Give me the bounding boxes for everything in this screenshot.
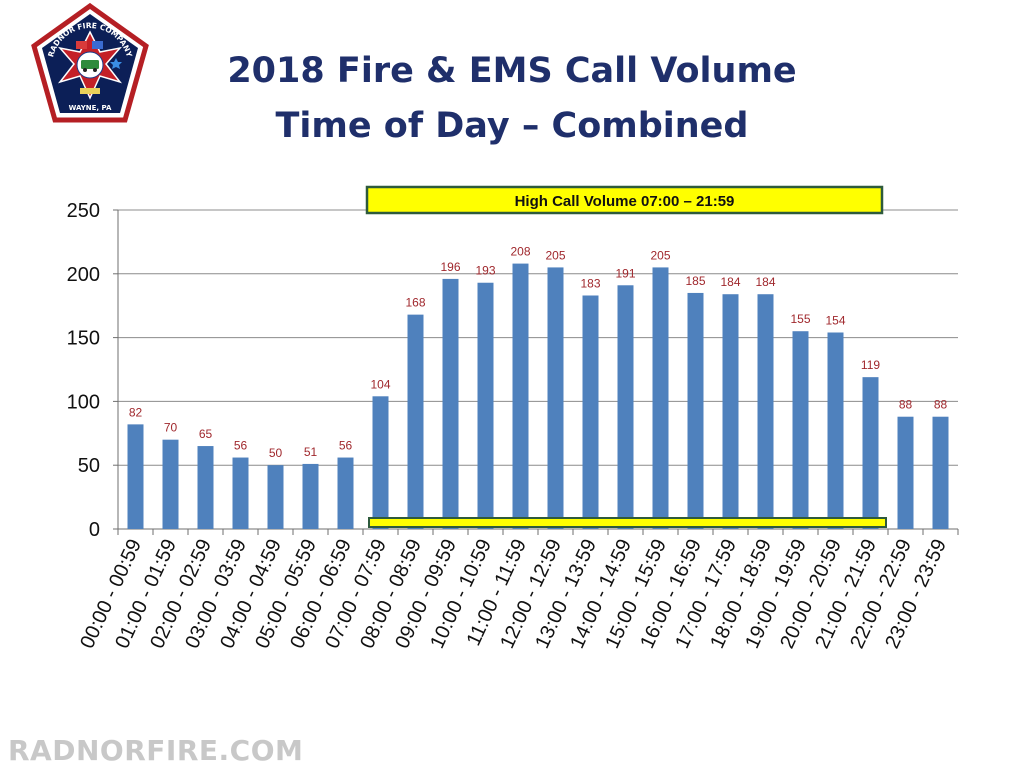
bar — [932, 416, 949, 529]
y-tick-label: 150 — [67, 328, 100, 350]
bar — [827, 332, 844, 529]
bar — [512, 263, 529, 529]
page-title: 2018 Fire & EMS Call Volume Time of Day … — [150, 44, 874, 154]
data-label: 208 — [510, 245, 530, 259]
data-label: 168 — [405, 296, 425, 310]
wheel-icon — [93, 68, 97, 72]
wheel-icon — [83, 68, 87, 72]
bar — [232, 457, 249, 529]
bar — [792, 331, 809, 529]
data-label: 183 — [580, 276, 600, 290]
y-tick-label: 250 — [67, 200, 100, 222]
bar — [652, 267, 669, 529]
high-volume-callout-box — [365, 185, 884, 215]
data-label: 88 — [899, 398, 913, 412]
data-label: 184 — [720, 275, 740, 289]
bar — [197, 446, 214, 529]
data-label: 51 — [304, 445, 318, 459]
y-tick-label: 50 — [78, 455, 100, 477]
call-volume-bar-chart: 0 50 100 150 200 250 82 70 65 56 50 51 56 104 168 196 19… — [67, 185, 959, 652]
bar — [547, 267, 564, 529]
data-label: 205 — [545, 248, 565, 262]
fire-engine-icon — [81, 60, 99, 69]
data-label: 88 — [934, 398, 948, 412]
bar — [337, 457, 354, 529]
high-volume-callout-label: High Call Volume 07:00 – 21:59 — [515, 193, 735, 210]
y-tick-label: 0 — [89, 519, 100, 541]
logo-date-plate — [80, 88, 100, 94]
data-label: 196 — [440, 260, 460, 274]
data-label: 50 — [269, 446, 283, 460]
page-title-line-2: Time of Day – Combined — [275, 106, 749, 146]
data-label: 193 — [475, 264, 495, 278]
bar — [302, 463, 319, 529]
data-label: 184 — [755, 275, 775, 289]
bar — [617, 285, 634, 529]
bar — [477, 282, 494, 529]
bar — [582, 295, 599, 529]
bar — [127, 424, 144, 529]
high-volume-range-bar — [368, 517, 887, 528]
bar — [442, 278, 459, 529]
data-label: 82 — [129, 405, 143, 419]
data-label: 205 — [650, 248, 670, 262]
bar — [407, 314, 424, 529]
flag-icon — [92, 41, 103, 49]
bar — [862, 377, 879, 529]
data-label: 119 — [861, 358, 880, 372]
bar — [267, 465, 284, 529]
bar — [757, 294, 774, 529]
y-tick-label: 200 — [67, 264, 100, 286]
bar — [372, 396, 389, 529]
data-label: 104 — [370, 377, 390, 391]
data-label: 70 — [164, 421, 178, 435]
flag-icon — [76, 41, 87, 49]
bar — [897, 416, 914, 529]
bar — [722, 294, 739, 529]
page-title-line-1: 2018 Fire & EMS Call Volume — [227, 51, 797, 91]
y-tick-label: 100 — [67, 391, 100, 413]
logo-bottom-text: WAYNE, PA — [69, 104, 112, 112]
data-label: 154 — [825, 313, 845, 327]
data-label: 56 — [339, 439, 353, 453]
radnor-fire-company-logo: RADNOR FIRE COMPANY WAYNE, PA — [31, 2, 149, 123]
data-label: 185 — [685, 274, 705, 288]
data-label: 191 — [615, 266, 635, 280]
data-label: 56 — [234, 439, 248, 453]
data-label: 155 — [790, 312, 810, 326]
data-label: 65 — [199, 427, 213, 441]
footer-website: RADNORFIRE.COM — [8, 734, 304, 767]
bar — [687, 292, 704, 529]
bar — [162, 439, 179, 529]
star-of-life-icon — [110, 58, 122, 69]
